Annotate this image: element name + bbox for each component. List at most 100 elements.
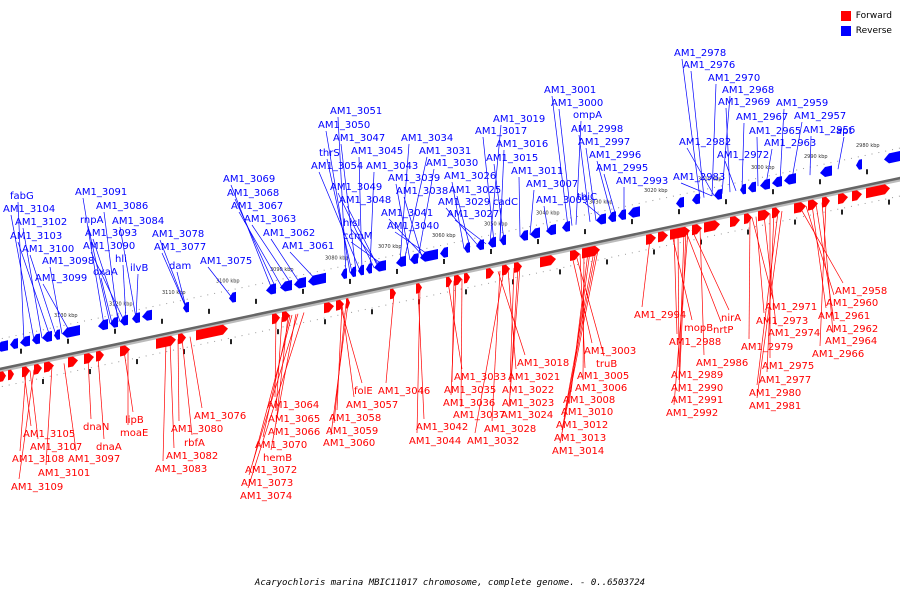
forward-gene-label: AM1_3014 — [552, 446, 604, 457]
forward-gene-label-leader — [341, 304, 355, 398]
reverse-gene-label-leader — [499, 207, 502, 241]
reverse-gene-label: AM1_2963 — [764, 138, 816, 149]
forward-gene-arrow — [464, 272, 470, 284]
reverse-gene-arrow — [772, 176, 782, 188]
reverse-gene-label-leader — [741, 122, 745, 190]
reverse-gene-label-leader — [686, 147, 715, 196]
forward-gene-arrow — [704, 220, 720, 233]
reverse-gene-label: dam — [169, 261, 191, 272]
forward-gene-label: AM1_3059 — [326, 426, 378, 437]
forward-gene-label-leader — [262, 315, 291, 438]
forward-gene-label: AM1_3032 — [467, 436, 519, 447]
forward-gene-label: AM1_2971 — [765, 302, 817, 313]
reverse-gene-label-leader — [721, 95, 731, 194]
forward-gene-label-leader — [177, 339, 180, 422]
forward-gene-label: AM1_3073 — [241, 478, 293, 489]
forward-gene-arrow — [540, 255, 556, 268]
scale-tick-label: 2980 kbp — [856, 143, 880, 149]
reverse-gene-arrow — [476, 239, 484, 251]
reverse-gene-label-leader — [340, 143, 357, 272]
figure-caption: Acaryochloris marina MBIC11017 chromosom… — [254, 578, 646, 588]
reverse-gene-label: AM1_2956 — [803, 125, 855, 136]
reverse-gene-label: AM1_2967 — [736, 112, 788, 123]
forward-gene-label-leader — [189, 336, 203, 409]
reverse-gene-arrow — [784, 173, 796, 185]
forward-gene-label: AM1_2961 — [818, 311, 870, 322]
forward-gene-arrow — [34, 363, 42, 375]
forward-gene-label-leader — [181, 338, 193, 436]
forward-gene-label: AM1_3060 — [323, 438, 375, 449]
forward-gene-label-leader — [63, 363, 77, 452]
reverse-gene-label-leader — [791, 121, 803, 180]
reverse-gene-arrow — [628, 206, 640, 218]
forward-gene-label-leader — [699, 228, 705, 356]
reverse-gene-label: AM1_3093 — [85, 228, 137, 239]
reverse-gene-label: AM1_3040 — [387, 221, 439, 232]
reverse-gene-arrow — [110, 316, 118, 328]
legend-reverse: Reverse — [840, 23, 892, 38]
strand-mark — [324, 319, 326, 325]
strand-mark — [465, 289, 467, 295]
reverse-gene-arrow — [54, 329, 60, 340]
strand-mark — [653, 249, 655, 255]
forward-gene-arrow — [0, 371, 6, 382]
backbone-shadow — [0, 178, 900, 373]
forward-gene-label: nirA — [721, 313, 741, 324]
reverse-gene-arrow — [464, 242, 470, 253]
strand-mark — [418, 299, 420, 305]
forward-gene-label: AM1_2981 — [749, 401, 801, 412]
reverse-gene-label: oxaA — [93, 267, 118, 278]
reverse-gene-label: AM1_3030 — [426, 158, 478, 169]
reverse-gene-label: cadC — [493, 197, 518, 208]
reverse-gene-label-leader — [779, 108, 785, 182]
reverse-gene-label: AM1_3048 — [339, 195, 391, 206]
forward-gene-label: AM1_2994 — [634, 310, 686, 321]
reverse-gene-label-leader — [417, 168, 435, 259]
reverse-gene-label: AM1_3034 — [401, 133, 453, 144]
strand-mark — [490, 249, 492, 255]
forward-gene-label: AM1_3044 — [409, 436, 461, 447]
reverse-gene-label-leader — [234, 198, 277, 289]
reverse-gene-label: hisI — [343, 218, 360, 229]
chromosome-backbone — [0, 176, 900, 373]
forward-gene-label: AM1_3023 — [502, 398, 554, 409]
reverse-gene-label-leader — [350, 241, 385, 266]
gene-labels: fabGAM1_3104AM1_3102AM1_3103AM1_3100AM1_… — [3, 48, 887, 502]
reverse-gene-label-leader — [135, 273, 139, 319]
reverse-gene-label-leader — [690, 70, 705, 198]
forward-gene-label: AM1_3006 — [575, 383, 627, 394]
forward-gene-label: AM1_2960 — [826, 298, 878, 309]
reverse-gene-label-leader — [90, 251, 125, 321]
reverse-gene-arrow — [396, 255, 406, 267]
reverse-gene-label: AM1_3054 — [311, 161, 363, 172]
reverse-gene-label: thiC — [577, 192, 597, 203]
reverse-gene-label-leader — [326, 158, 353, 273]
reverse-gene-label: AM1_2976 — [683, 60, 735, 71]
reverse-gene-label: AM1_3011 — [511, 166, 563, 177]
forward-gene-label: AM1_3036 — [443, 398, 495, 409]
reverse-gene-arrow — [714, 188, 722, 200]
backbone-line — [0, 176, 900, 371]
reverse-gene-label: AM1_3068 — [227, 188, 279, 199]
reverse-swatch — [840, 25, 851, 36]
reverse-gene-label-leader — [119, 226, 137, 319]
reverse-gene-label: AM1_3009 — [536, 195, 588, 206]
reverse-gene-label-leader — [575, 120, 582, 225]
reverse-gene-label: AM1_3031 — [419, 146, 471, 157]
strand-mark — [371, 309, 373, 315]
scale-tick-label: 3030 kbp — [589, 199, 613, 205]
forward-gene-arrow — [582, 245, 600, 259]
reverse-gene-label: AM1_3102 — [15, 217, 67, 228]
forward-gene-label-leader — [678, 231, 687, 393]
reverse-gene-label: AM1_3099 — [35, 273, 87, 284]
forward-gene-label: AM1_3082 — [166, 451, 218, 462]
forward-gene-arrow — [8, 369, 14, 381]
reverse-gene-arrow — [562, 221, 570, 232]
reverse-gene-label-leader — [289, 251, 317, 281]
reverse-gene-label-leader — [337, 116, 347, 274]
reverse-gene-label-leader — [809, 135, 812, 176]
reverse-gene-label: ilvB — [130, 263, 148, 274]
forward-gene-arrow — [852, 190, 862, 202]
strand-mark — [20, 348, 22, 354]
reverse-gene-label: AM1_3047 — [333, 133, 385, 144]
